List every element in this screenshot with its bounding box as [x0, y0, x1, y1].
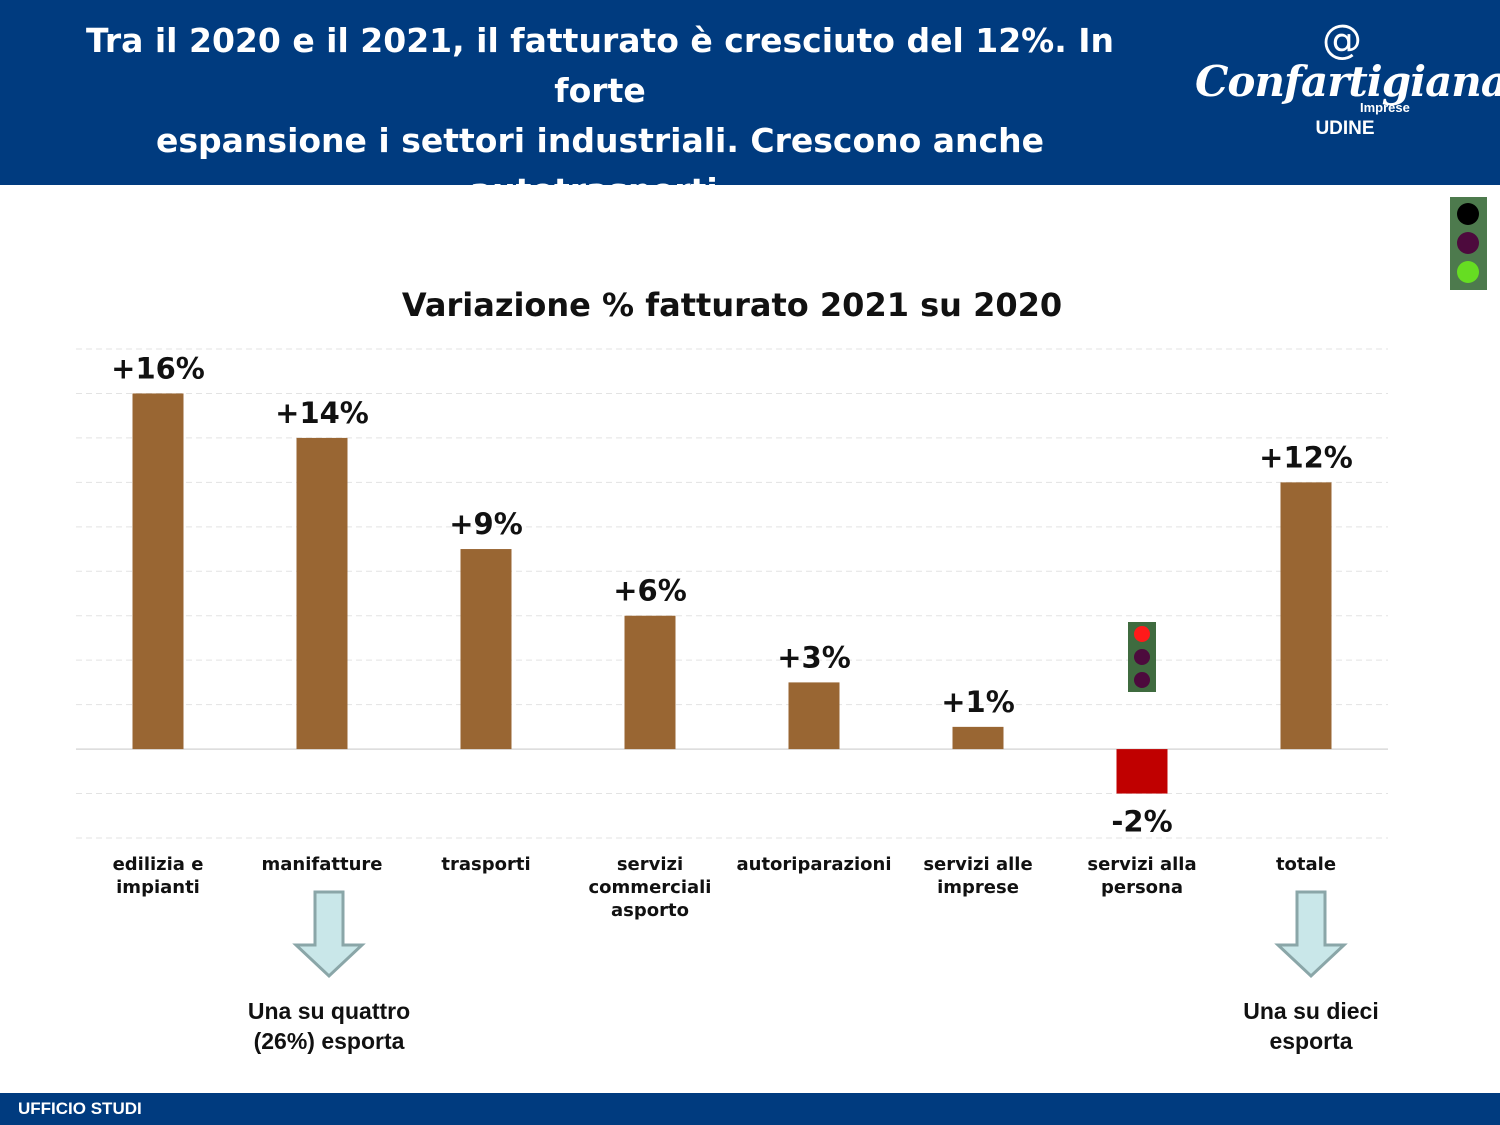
chart-data-labels: +16% +14% +9% +6% +3% +1% -2% +12% [111, 351, 1353, 838]
category-label: asporto [611, 900, 689, 921]
data-label: +3% [777, 640, 851, 674]
category-label: servizi [617, 854, 683, 875]
category-label: autoriparazioni [736, 854, 891, 875]
page-headline: Tra il 2020 e il 2021, il fatturato è cr… [40, 16, 1160, 266]
headline-line: Tra il 2020 e il 2021, il fatturato è cr… [85, 21, 1115, 110]
bar [1280, 482, 1332, 750]
bar [1116, 749, 1168, 794]
footer-bar: UFFICIO STUDI [0, 1093, 1500, 1125]
data-label: +6% [613, 574, 687, 608]
data-label: +1% [941, 685, 1015, 719]
chart-bars [132, 393, 1332, 794]
chart-title: Variazione % fatturato 2021 su 2020 [402, 286, 1062, 324]
export-note-manifatture: Una su quattro (26%) esporta [219, 996, 439, 1056]
category-label: impianti [116, 877, 200, 898]
logo-city: UDINE [1315, 118, 1375, 139]
data-label: +14% [275, 396, 369, 430]
headline-line: asporto e autoriparazione. In calo solo … [42, 221, 1158, 260]
bar [296, 437, 348, 750]
category-label: imprese [937, 877, 1019, 898]
bar [788, 682, 840, 750]
logo-subtitle: Imprese [1360, 100, 1410, 115]
category-label: trasporti [441, 854, 530, 875]
data-label: +16% [111, 351, 205, 385]
export-note-totale: Una su dieci esporta [1211, 996, 1411, 1056]
note-line: esporta [1269, 1028, 1353, 1054]
category-label: persona [1101, 877, 1183, 898]
down-arrow-icon [292, 890, 366, 979]
note-line: (26%) esporta [253, 1028, 405, 1054]
category-label: servizi alla [1087, 854, 1196, 875]
data-label: +9% [449, 507, 523, 541]
confartigianato-logo: @ Confartigianato Imprese UDINE [1195, 17, 1500, 148]
down-arrow-icon [1274, 890, 1348, 979]
bar [952, 726, 1004, 750]
bar [132, 393, 184, 750]
bar [460, 549, 512, 750]
note-line: Una su dieci [1243, 998, 1379, 1024]
traffic-light-red-icon [1128, 622, 1156, 692]
header-banner: Tra il 2020 e il 2021, il fatturato è cr… [0, 0, 1500, 260]
logo-name: Confartigianato [1195, 57, 1500, 106]
traffic-light-green-icon [1450, 197, 1487, 290]
category-label: totale [1276, 854, 1336, 875]
footer-label: UFFICIO STUDI [18, 1099, 142, 1118]
bar [624, 615, 676, 750]
category-label: servizi alle [923, 854, 1032, 875]
note-line: Una su quattro [247, 998, 411, 1024]
category-label: manifatture [262, 854, 383, 875]
logo-at-symbol: @ [1322, 17, 1362, 63]
data-label: +12% [1259, 440, 1353, 474]
bar-chart: Variazione % fatturato 2021 su 2020 +16%… [76, 197, 1487, 979]
data-label: -2% [1111, 805, 1172, 839]
category-label: edilizia e [113, 854, 204, 875]
category-label: commerciali [589, 877, 712, 898]
chart-gridlines [76, 348, 1388, 839]
headline-line: espansione i settori industriali. Cresco… [156, 121, 1044, 210]
